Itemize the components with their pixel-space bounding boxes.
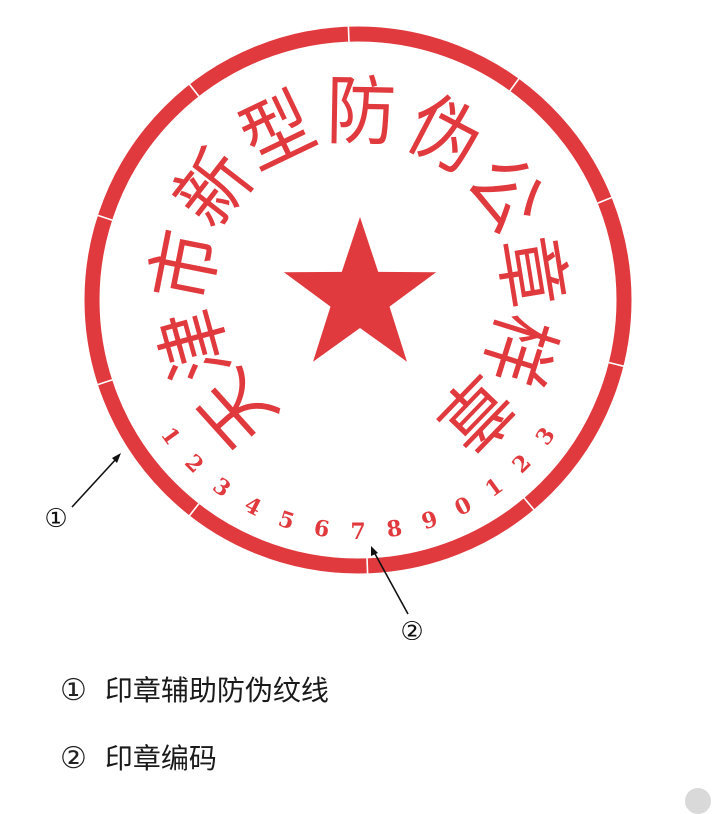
callout-1-arrowhead (112, 453, 121, 463)
seal-outer-char: 防 (325, 68, 397, 157)
star-icon (283, 217, 437, 362)
anti-counterfeit-line (596, 196, 613, 205)
anti-counterfeit-line (97, 378, 113, 386)
seal-serial-digit: 7 (350, 519, 365, 545)
callout-2-marker: ② (400, 617, 423, 640)
legend-item-1: ① 印章辅助防伪纹线 (60, 676, 329, 706)
anti-counterfeit-lines (97, 26, 625, 574)
callout-2: ② (371, 546, 424, 640)
seal-serial-digit: 1 (481, 473, 509, 503)
legend-2-marker: ② (60, 741, 87, 776)
legend-1-marker: ① (60, 673, 87, 708)
seal-serial-digit: 3 (531, 423, 561, 451)
corner-badge (685, 788, 711, 814)
anti-counterfeit-line (347, 26, 350, 43)
seal-serial-digit: 0 (451, 492, 476, 522)
callout-1: ① (44, 453, 121, 534)
seal-outer-char: 市 (136, 223, 236, 309)
anti-counterfeit-line (188, 502, 200, 517)
seal-serial-digit: 5 (275, 506, 298, 535)
seal-serial-digit: 4 (240, 492, 265, 522)
callout-2-arrowhead (371, 546, 378, 556)
anti-counterfeit-line (508, 77, 520, 92)
seal-serial-digit: 2 (507, 449, 536, 478)
seal-outer-ring (84, 26, 632, 574)
callout-1-arrow-line (71, 457, 118, 508)
anti-counterfeit-line (97, 214, 113, 222)
seal-serial-digit: 2 (179, 449, 208, 478)
seal-serial-digit: 8 (385, 515, 404, 543)
seal-outer-char: 章 (481, 231, 579, 314)
seal-serial-digit: 9 (418, 506, 441, 535)
seal-serial-digit: 3 (208, 473, 236, 503)
anti-counterfeit-line (366, 557, 369, 574)
anti-counterfeit-line (523, 497, 535, 511)
seal-serial-digit: 6 (312, 515, 331, 543)
legend-2-text: 印章编码 (104, 742, 217, 775)
seal-serial-digit: 1 (155, 423, 185, 451)
callout-1-marker: ① (44, 504, 67, 534)
anti-counterfeit-line (608, 361, 625, 368)
legend-item-2: ② 印章编码 (60, 744, 217, 774)
legend-1-text: 印章辅助防伪纹线 (104, 674, 329, 707)
callout-2-arrow-line (373, 551, 409, 615)
anti-counterfeit-line (188, 83, 200, 98)
